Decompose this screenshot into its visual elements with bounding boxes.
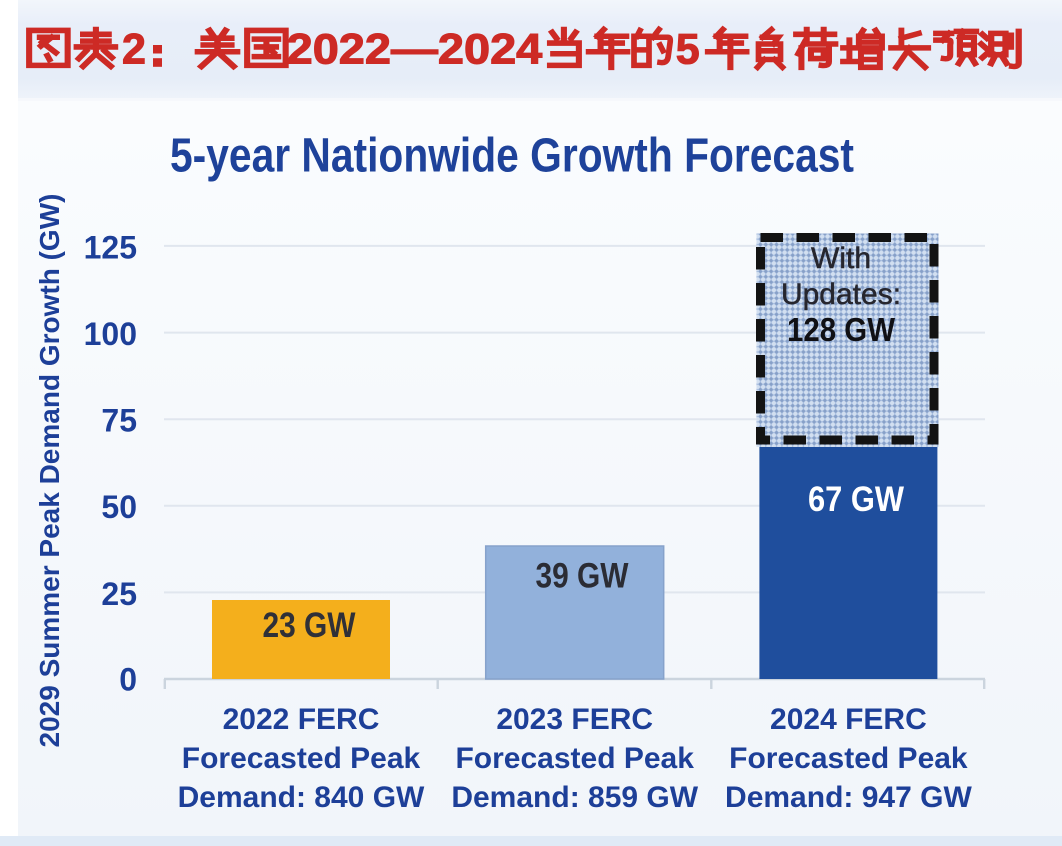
svg-text:Updates:: Updates: [781,278,901,311]
svg-text:Demand: 947 GW: Demand: 947 GW [725,781,972,814]
svg-text:2024 FERC: 2024 FERC [770,703,927,736]
svg-text:Demand: 840 GW: Demand: 840 GW [178,781,425,814]
svg-text:50: 50 [101,489,137,525]
svg-text:Demand: 859 GW: Demand: 859 GW [451,781,698,814]
svg-text:2: 2 [122,26,146,74]
svg-text:5: 5 [676,26,700,74]
svg-text:100: 100 [84,316,137,352]
svg-text:39 GW: 39 GW [536,557,629,596]
svg-text:5-year Nationwide Growth Forec: 5-year Nationwide Growth Forecast [170,130,854,183]
svg-text:0: 0 [119,662,137,698]
svg-text:With: With [811,242,871,275]
svg-text:Forecasted Peak: Forecasted Peak [455,742,694,775]
svg-text:2022 FERC: 2022 FERC [223,703,380,736]
svg-text:2022—2024: 2022—2024 [287,26,543,74]
svg-text:Forecasted Peak: Forecasted Peak [182,742,421,775]
svg-text:Forecasted Peak: Forecasted Peak [729,742,968,775]
svg-text:125: 125 [84,230,137,266]
svg-text:75: 75 [101,403,137,439]
svg-text:67 GW: 67 GW [808,480,904,519]
svg-text:2023 FERC: 2023 FERC [496,703,653,736]
svg-text:2029 Summer Peak Demand Growth: 2029 Summer Peak Demand Growth (GW) [34,194,65,748]
svg-text:23 GW: 23 GW [263,606,356,645]
svg-text:25: 25 [101,576,137,612]
svg-text:128 GW: 128 GW [787,311,896,348]
